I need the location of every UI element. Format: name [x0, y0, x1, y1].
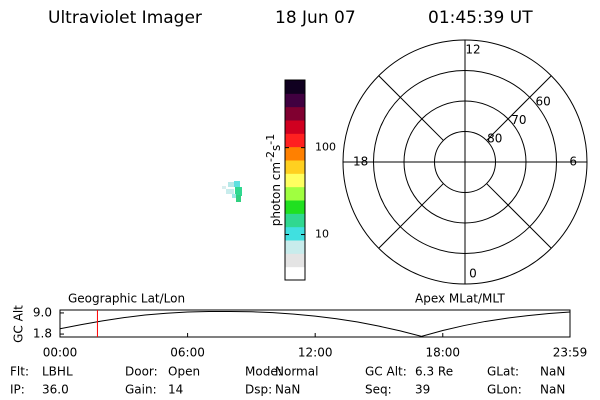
pixel: [234, 181, 240, 187]
field-value: LBHL: [42, 365, 73, 379]
pixel: [228, 182, 234, 187]
annotation: Geographic Lat/Lon: [68, 292, 185, 306]
color-step: [285, 173, 305, 188]
field-label: GLon:: [487, 383, 522, 397]
time: 01:45:39 UT: [428, 8, 533, 28]
label-part: s: [269, 145, 283, 151]
y-axis-label: GC Alt: [12, 305, 26, 343]
diagonal-line: [378, 183, 444, 249]
annotation: Apex MLat/MLT: [415, 292, 505, 306]
color-step: [285, 160, 305, 174]
color-step: [285, 226, 305, 241]
field-value: 36.0: [42, 383, 69, 397]
field-value: 6.3 Re: [415, 365, 453, 379]
lat-label: 80: [487, 132, 502, 146]
y-tick-label: 1.8: [33, 327, 52, 341]
field-label: Dsp:: [245, 383, 272, 397]
x-tick-label: 06:00: [170, 346, 205, 360]
pixel: [222, 186, 226, 189]
field-value: NaN: [540, 365, 565, 379]
field-value: 14: [168, 383, 183, 397]
field-value: NaN: [275, 383, 300, 397]
color-step: [285, 200, 305, 214]
label-sup: -2: [264, 151, 277, 162]
lat-label: 70: [511, 113, 526, 127]
mlt-label: 0: [469, 267, 477, 281]
field-label: GC Alt:: [365, 365, 407, 379]
pixel: [236, 195, 241, 202]
plot-frame: [59, 309, 571, 338]
x-tick-label: 23:59: [553, 346, 588, 360]
field-label: GLat:: [487, 365, 519, 379]
field-label: Gain:: [125, 383, 157, 397]
diagonal-line: [486, 75, 552, 141]
field-label: Door:: [125, 365, 158, 379]
colorbar-label: photon cm-2s-1: [264, 134, 283, 227]
label-part: photon cm: [269, 162, 283, 226]
field-value: NaN: [540, 383, 565, 397]
color-step: [285, 133, 305, 148]
color-step: [285, 266, 305, 281]
x-tick-label: 12:00: [298, 346, 333, 360]
mlt-label: 18: [353, 155, 368, 169]
mlt-label: 6: [569, 155, 577, 169]
pixel: [226, 189, 234, 194]
color-step: [285, 93, 305, 108]
x-tick-label: 18:00: [425, 346, 460, 360]
date: 18 Jun 07: [275, 8, 356, 28]
color-step: [285, 186, 305, 201]
color-step: [285, 146, 305, 161]
color-step: [285, 253, 305, 268]
colorbar-tick-label: 100: [315, 141, 336, 154]
color-step: [285, 106, 305, 121]
instrument-title: Ultraviolet Imager: [48, 8, 202, 28]
field-label: IP:: [10, 383, 25, 397]
field-value: 39: [415, 383, 430, 397]
pixel: [232, 194, 236, 198]
altitude-line: [59, 310, 571, 337]
field-label: Mode:: [245, 365, 282, 379]
field-label: Flt:: [10, 365, 29, 379]
pixel: [235, 187, 242, 196]
lat-label: 60: [536, 95, 551, 109]
field-value: Normal: [275, 365, 318, 379]
diagonal-line: [486, 183, 552, 249]
colorbar-tick-label: 10: [315, 228, 329, 241]
aurora-image: [222, 181, 242, 202]
x-tick-label: 00:00: [43, 346, 78, 360]
mlt-label: 12: [465, 43, 480, 57]
color-step: [285, 120, 305, 134]
field-label: Seq:: [365, 383, 392, 397]
field-value: Open: [168, 365, 200, 379]
colorbar-frame: [284, 79, 306, 281]
color-step: [285, 213, 305, 228]
diagonal-line: [378, 75, 444, 141]
color-step: [285, 240, 305, 254]
color-step: [285, 80, 305, 94]
label-sup: -1: [264, 134, 277, 145]
y-tick-label: 9.0: [33, 305, 52, 319]
